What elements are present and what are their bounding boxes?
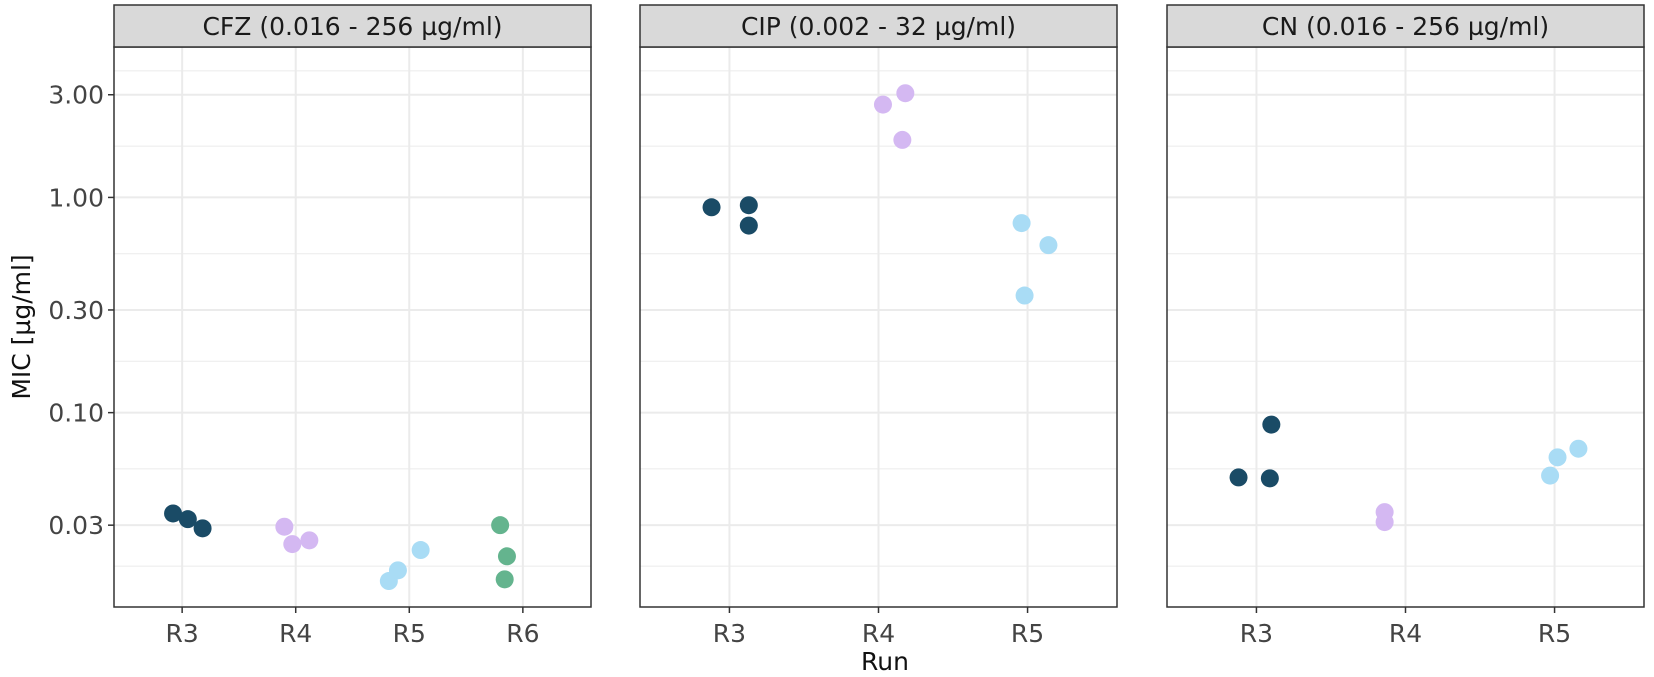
data-point-r5	[1548, 448, 1567, 467]
x-tick-label: R6	[506, 619, 539, 648]
data-point-r6	[495, 570, 514, 589]
x-tick-label: R5	[1011, 619, 1044, 648]
x-tick-label: R5	[393, 619, 426, 648]
data-point-r5	[1541, 466, 1560, 485]
data-point-r5	[1039, 236, 1058, 255]
data-point-r3	[739, 216, 758, 235]
facet-panel-2: CIP (0.002 - 32 µg/ml) R3 R4 R5	[639, 4, 1118, 648]
data-point-r4	[896, 84, 915, 103]
data-point-r6	[491, 516, 510, 535]
data-point-r3	[1262, 415, 1281, 434]
data-point-r4	[283, 535, 302, 554]
data-point-r6	[497, 547, 516, 566]
data-point-r3	[1229, 468, 1248, 487]
x-tick-label: R4	[862, 619, 895, 648]
data-point-r4	[1375, 513, 1394, 532]
data-point-r3	[164, 504, 183, 523]
x-tick-label: R3	[1240, 619, 1273, 648]
x-tick-label: R4	[1389, 619, 1422, 648]
data-point-r3	[193, 519, 212, 538]
y-tick-label: 0.30	[48, 296, 104, 325]
x-tick-label: R3	[713, 619, 746, 648]
x-tick-label: R5	[1538, 619, 1571, 648]
data-point-r5	[411, 541, 430, 560]
y-tick-label: 3.00	[48, 81, 104, 110]
data-point-r4	[873, 95, 892, 114]
facet-panel-1: CFZ (0.016 - 256 µg/ml) R3 R4 R5 R6	[113, 4, 592, 648]
data-point-r5	[388, 561, 407, 580]
data-point-r4	[300, 531, 319, 550]
facet-panel-3: CN (0.016 - 256 µg/ml) R3 R4 R5	[1166, 4, 1645, 648]
y-tick-label: 0.10	[48, 399, 104, 428]
facet-strip	[113, 4, 592, 48]
data-point-r3	[178, 510, 197, 529]
y-tick-label: 0.03	[48, 511, 104, 540]
data-point-r5	[1015, 286, 1034, 305]
x-axis-title: Run	[861, 647, 909, 676]
facet-strip-title: CIP (0.002 - 32 µg/ml)	[741, 12, 1016, 41]
x-tick-label: R3	[166, 619, 199, 648]
data-point-r3	[702, 198, 721, 217]
facet-strip	[1166, 4, 1645, 48]
y-axis-title: MIC [µg/ml]	[7, 254, 36, 399]
facet-strip-title: CN (0.016 - 256 µg/ml)	[1262, 12, 1549, 41]
facet-strip-title: CFZ (0.016 - 256 µg/ml)	[202, 12, 502, 41]
y-tick-label: 1.00	[48, 183, 104, 212]
data-point-r3	[739, 196, 758, 215]
data-point-r4	[893, 130, 912, 149]
x-tick-label: R4	[279, 619, 312, 648]
data-point-r5	[1569, 439, 1588, 458]
data-point-r5	[1012, 214, 1031, 233]
facet-strip	[639, 4, 1118, 48]
data-point-r3	[1260, 469, 1279, 488]
data-point-r4	[275, 517, 294, 536]
